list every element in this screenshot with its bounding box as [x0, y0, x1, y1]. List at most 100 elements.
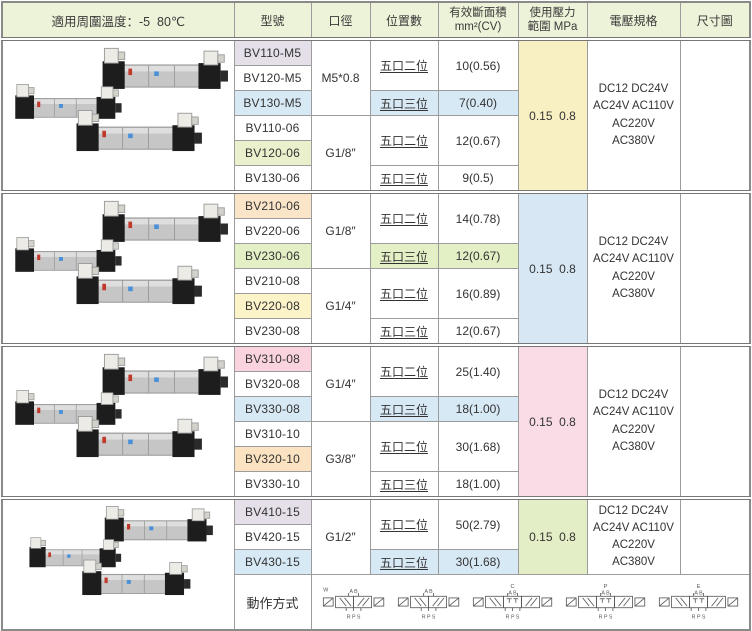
valve-illustration	[102, 200, 228, 242]
voltage-cell: DC12 DC24V AC24V AC110V AC220V AC380V	[586, 497, 681, 575]
positions-cell: 五口三位	[369, 396, 439, 422]
model-cell: BV130-M5	[233, 90, 312, 116]
svg-text:R P S: R P S	[598, 614, 612, 620]
valve-illustration	[15, 389, 122, 425]
valve-symbol: PA B R P S	[565, 584, 645, 620]
model-cell: BV120-M5	[233, 65, 312, 91]
col-header-model: 型號	[233, 1, 312, 40]
positions-cell: 五口二位	[369, 268, 439, 319]
dimension-cell	[679, 38, 751, 193]
area-cell: 12(0.67)	[437, 115, 519, 166]
svg-text:E: E	[697, 584, 701, 590]
svg-text:P: P	[603, 584, 607, 590]
model-cell: BV110-M5	[233, 38, 312, 66]
port-cell: M5*0.8	[310, 38, 371, 116]
area-cell: 14(0.78)	[437, 191, 519, 244]
col-header-positions: 位置數	[369, 1, 439, 40]
positions-cell: 五口三位	[369, 243, 439, 269]
col-header-voltage: 電壓規格	[586, 1, 681, 40]
svg-text:R P S: R P S	[505, 614, 519, 620]
action-mode-label: 動作方式	[233, 574, 312, 631]
col-header-port: 口徑	[310, 1, 371, 40]
model-cell: BV210-08	[233, 268, 312, 294]
port-cell: G1/8″	[310, 191, 371, 269]
area-cell: 18(1.00)	[437, 396, 519, 422]
model-cell: BV320-08	[233, 371, 312, 397]
model-cell: BV210-06	[233, 191, 312, 219]
valve-illustration	[76, 109, 202, 151]
area-cell: 12(0.67)	[437, 243, 519, 269]
valve-illustration	[29, 536, 122, 567]
model-cell: BV110-06	[233, 115, 312, 141]
model-cell: BV420-15	[233, 524, 312, 550]
positions-cell: 五口二位	[369, 344, 439, 397]
area-cell: 7(0.40)	[437, 90, 519, 116]
model-cell: BV330-08	[233, 396, 312, 422]
area-cell: 10(0.56)	[437, 38, 519, 91]
pressure-cell: 0.15 0.8	[517, 497, 588, 575]
col-header-dimension: 尺寸圖	[679, 1, 751, 40]
positions-cell: 五口二位	[369, 421, 439, 472]
valve-illustration	[102, 353, 228, 395]
model-cell: BV310-08	[233, 344, 312, 372]
model-cell: BV330-10	[233, 471, 312, 499]
model-cell: BV310-10	[233, 421, 312, 447]
product-photo	[1, 344, 235, 499]
block-bv300: BV310-08 G1/4″ 五口二位 25(1.40) 0.15 0.8 DC…	[1, 344, 751, 499]
area-cell: 16(0.89)	[437, 268, 519, 319]
model-cell: BV410-15	[233, 497, 312, 525]
block-bv400: BV410-15 G1/2″ 五口二位 50(2.79) 0.15 0.8 DC…	[1, 497, 751, 631]
valve-illustration	[104, 505, 213, 541]
area-cell: 12(0.67)	[437, 318, 519, 346]
valve-illustration	[15, 236, 122, 272]
valve-symbol: A B R P S	[397, 589, 459, 620]
positions-cell: 五口三位	[369, 471, 439, 499]
positions-cell: 五口三位	[369, 165, 439, 193]
port-cell: G3/8″	[310, 421, 371, 499]
svg-text:A B: A B	[424, 589, 433, 595]
header-row: 適用周圍溫度：-5 80℃ 型號 口徑 位置數 有效斷面積 mm²(CV) 使用…	[1, 1, 751, 40]
voltage-cell: DC12 DC24V AC24V AC110V AC220V AC380V	[586, 191, 681, 346]
ambient-temp-note: 適用周圍溫度：-5 80℃	[1, 1, 235, 40]
area-cell: 18(1.00)	[437, 471, 519, 499]
block-bv200: BV210-06 G1/8″ 五口二位 14(0.78) 0.15 0.8 DC…	[1, 191, 751, 346]
valve-symbol: EA B R P S	[658, 584, 739, 620]
positions-cell: 五口三位	[369, 549, 439, 575]
model-cell: BV230-08	[233, 318, 312, 346]
positions-cell: 五口三位	[369, 90, 439, 116]
model-cell: BV220-08	[233, 293, 312, 319]
valve-illustration	[76, 262, 202, 304]
pressure-cell: 0.15 0.8	[517, 38, 588, 193]
svg-text:A B: A B	[508, 591, 517, 597]
positions-cell: 五口三位	[369, 318, 439, 346]
model-cell: BV120-06	[233, 140, 312, 166]
valve-illustration	[76, 415, 202, 457]
pressure-cell: 0.15 0.8	[517, 344, 588, 499]
pressure-cell: 0.15 0.8	[517, 191, 588, 346]
positions-cell: 五口二位	[369, 191, 439, 244]
area-cell: 30(1.68)	[437, 549, 519, 575]
valve-symbol: CA B R P S	[472, 584, 552, 620]
area-cell: 30(1.68)	[437, 421, 519, 472]
svg-text:C: C	[510, 584, 514, 590]
product-photo	[1, 497, 235, 631]
model-cell: BV320-10	[233, 446, 312, 472]
voltage-cell: DC12 DC24V AC24V AC110V AC220V AC380V	[586, 38, 681, 193]
valve-symbol: A B W R P S	[322, 587, 384, 620]
block-bv100: BV110-M5 M5*0.8 五口二位 10(0.56) 0.15 0.8 D…	[1, 38, 751, 193]
port-cell: G1/4″	[310, 268, 371, 346]
valve-illustration	[82, 559, 191, 595]
product-photo	[1, 191, 235, 346]
model-cell: BV430-15	[233, 549, 312, 575]
dimension-cell	[679, 344, 751, 499]
positions-cell: 五口二位	[369, 115, 439, 166]
col-header-area: 有效斷面積 mm²(CV)	[437, 1, 519, 40]
dimension-cell	[679, 191, 751, 346]
col-header-pressure: 使用壓力 範圍 MPa	[517, 1, 588, 40]
positions-cell: 五口二位	[369, 497, 439, 550]
svg-text:A B: A B	[601, 591, 610, 597]
svg-text:A B: A B	[694, 591, 703, 597]
